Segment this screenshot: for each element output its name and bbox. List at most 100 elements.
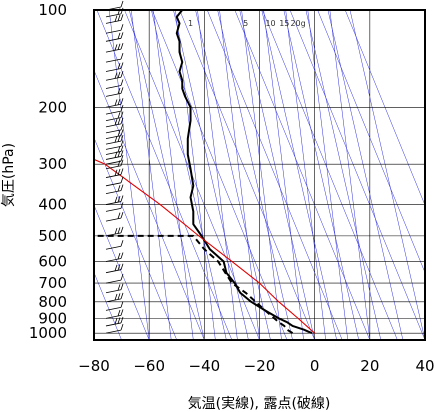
y-tick-label: 300 <box>38 155 67 173</box>
wind-barbs <box>105 0 124 334</box>
wind-barb <box>105 145 124 155</box>
mixing-ratio-line <box>329 10 371 340</box>
wind-barb <box>105 0 124 11</box>
mixing-ratio-line <box>108 10 150 340</box>
x-tick-label: −80 <box>78 357 110 375</box>
x-tick-label: 20 <box>360 357 379 375</box>
wind-barb <box>105 316 124 327</box>
wind-barb <box>105 168 124 178</box>
wind-barb <box>105 301 124 311</box>
y-tick-label: 700 <box>38 274 67 292</box>
wind-barb <box>105 111 124 122</box>
x-tick-label: 0 <box>310 357 320 375</box>
mixing-ratio-line <box>130 10 172 340</box>
wind-barb <box>105 32 124 42</box>
y-tick-label: 1000 <box>29 324 67 342</box>
moist-adiabat-line <box>195 10 271 340</box>
wind-barb <box>105 104 124 115</box>
x-axis-title: 気温(実線), 露点(破線) <box>188 396 331 412</box>
wind-barb <box>105 226 124 237</box>
wind-barb <box>105 202 124 212</box>
x-tick-label: −60 <box>133 357 165 375</box>
wind-barb <box>105 195 124 205</box>
wind-barb <box>105 273 124 284</box>
mixing-ratio-line <box>219 10 260 340</box>
wind-barb <box>105 176 124 187</box>
mixing-ratio-line <box>153 10 194 340</box>
dry-adiabat-line <box>262 10 398 340</box>
dewpoint-line <box>94 234 294 334</box>
mixing-ratio-line <box>263 10 304 340</box>
x-tick-labels: −80 −60 −40 −20 0 20 40 <box>78 357 434 375</box>
wind-barb <box>105 24 124 34</box>
moist-adiabat-line <box>217 10 293 340</box>
x-tick-label: −20 <box>244 357 276 375</box>
mixing-ratio-labels: 1 5 10 15 20g <box>188 19 306 28</box>
wind-barb <box>105 159 124 170</box>
y-tick-label: 500 <box>38 227 67 245</box>
mixing-ratio-line <box>285 10 326 340</box>
dry-adiabat-line <box>151 10 288 340</box>
mixing-ratio-label: 10 <box>265 19 275 28</box>
moist-adiabat-line <box>151 10 227 340</box>
background-diagonal-lines <box>94 10 425 340</box>
y-tick-label: 600 <box>38 252 67 270</box>
wind-barb <box>105 14 124 24</box>
moist-adiabat-line <box>239 10 315 340</box>
dry-adiabat-line <box>289 10 425 340</box>
y-tick-label: 400 <box>38 196 67 214</box>
mixing-ratio-label: 15 <box>279 19 289 28</box>
mixing-ratio-label: 20g <box>290 19 305 28</box>
wind-barb <box>105 140 124 150</box>
wind-barb <box>105 150 124 160</box>
wind-barb <box>105 71 124 81</box>
y-tick-label: 800 <box>38 293 67 311</box>
reference-curve-line <box>94 158 316 334</box>
moist-adiabat-line <box>129 10 205 340</box>
moist-adiabat-line <box>327 10 404 340</box>
wind-barb <box>105 117 124 128</box>
y-axis-title: 気圧(hPa) <box>1 143 17 207</box>
wind-barb <box>105 211 124 222</box>
wind-barb <box>105 134 124 145</box>
dry-adiabat-line <box>94 137 177 340</box>
mixing-ratio-label: 1 <box>188 19 193 28</box>
wind-barb <box>105 184 124 195</box>
wind-barb <box>105 324 124 334</box>
mixing-ratio-line <box>241 10 282 340</box>
wind-barb <box>105 155 124 165</box>
moist-adiabat-line <box>283 10 360 340</box>
moist-adiabat-line <box>261 10 337 340</box>
wind-barb <box>105 87 124 97</box>
dry-adiabat-line <box>234 10 371 340</box>
wind-barb <box>105 79 124 89</box>
wind-barb <box>105 129 124 139</box>
x-tick-label: −40 <box>189 357 221 375</box>
wind-barb <box>105 263 124 274</box>
dry-adiabat-line <box>317 10 425 274</box>
dry-adiabat-line <box>94 69 205 340</box>
dry-adiabat-line <box>344 10 425 206</box>
wind-barb <box>105 53 124 63</box>
wind-barb <box>105 309 124 319</box>
x-tick-label: 40 <box>415 357 434 375</box>
y-tick-label: 200 <box>38 98 67 116</box>
y-tick-label: 100 <box>38 1 67 19</box>
mixing-ratio-line <box>197 10 238 340</box>
moist-adiabat-line <box>349 10 425 340</box>
mixing-ratio-label: 5 <box>243 19 248 28</box>
wind-barb <box>105 42 124 53</box>
series-group <box>94 10 316 335</box>
wind-barb <box>105 98 124 108</box>
wind-barb <box>105 123 124 134</box>
wind-barb <box>105 62 124 72</box>
wind-barb <box>105 292 124 303</box>
y-tick-label: 900 <box>38 309 67 327</box>
dry-adiabat-line <box>207 10 343 340</box>
moist-adiabat-line <box>173 10 249 340</box>
plot-frame <box>93 9 426 341</box>
dry-adiabat-line <box>179 10 315 340</box>
moist-adiabat-line <box>305 10 382 340</box>
